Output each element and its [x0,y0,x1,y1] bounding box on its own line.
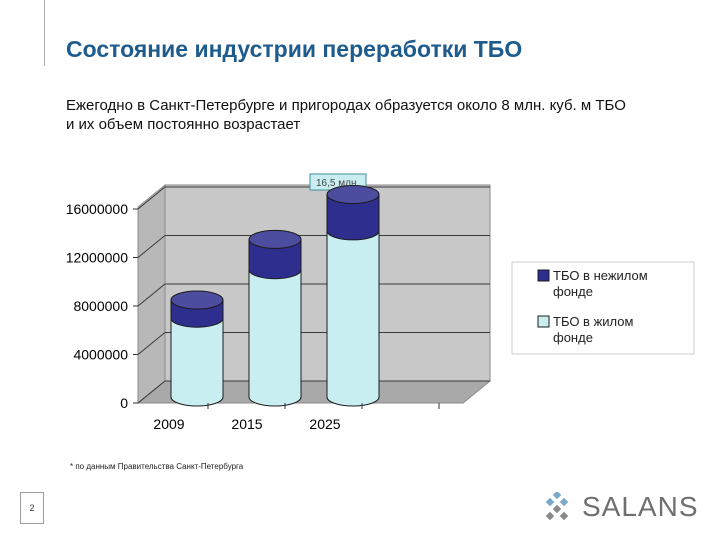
y-axis: 0 4000000 8000000 12000000 16000000 [66,201,138,411]
legend-swatch [537,269,550,282]
gridline [137,283,490,307]
bar-2015-series-2 [248,238,302,280]
page-number: 2 [29,503,35,513]
y-tick-label: 16000000 [66,201,129,217]
chart-bars [170,185,380,407]
source-footnote: * по данным Правительства Санкт-Петербур… [70,462,244,471]
bar-2015-series-1 [248,269,302,407]
slide-subtitle: Ежегодно в Санкт-Петербурге и пригородах… [66,97,626,133]
x-axis: 2009 2015 2025 [153,403,440,432]
slide-title: Состояние индустрии переработки ТБО [66,36,523,62]
bar-2009-series-1 [170,317,224,407]
salans-logo: SALANS [542,490,698,524]
chart-side-wall [137,183,166,405]
gridline [137,380,490,404]
x-tick-label: 2009 [153,416,184,432]
y-tick-label: 8000000 [73,298,128,314]
y-tick-label: 12000000 [66,250,129,266]
bar-top-2009 [170,290,224,310]
gridline [137,332,490,355]
y-tick-label: 4000000 [73,347,128,363]
legend-label: ТБО в нежилом фонде [553,268,648,299]
bar-2025-series-1 [326,230,380,407]
chart-gridlines [137,186,490,404]
salans-logo-mark-icon [545,492,569,521]
x-tick-label: 2015 [231,416,262,432]
legend-label: ТБО в жилом фонде [553,314,633,345]
legend-label-line: фонде [553,284,593,299]
bar-top-2025 [326,185,380,205]
bar-top-2015 [248,229,302,249]
legend-label-line: ТБО в нежилом [553,268,648,283]
gridline [137,186,490,210]
legend-label-line: ТБО в жилом [553,314,633,329]
title-divider-line [44,0,45,66]
gridline [137,235,490,258]
annotation-label: 16,5 млн [316,178,356,189]
salans-logo-text: SALANS [582,491,699,522]
legend-label-line: фонде [553,330,593,345]
legend-swatch [537,315,550,328]
y-tick-label: 0 [120,395,128,411]
bar-2025-series-2 [326,194,380,241]
page-number-box: 2 [20,492,44,524]
x-tick-label: 2025 [309,416,340,432]
